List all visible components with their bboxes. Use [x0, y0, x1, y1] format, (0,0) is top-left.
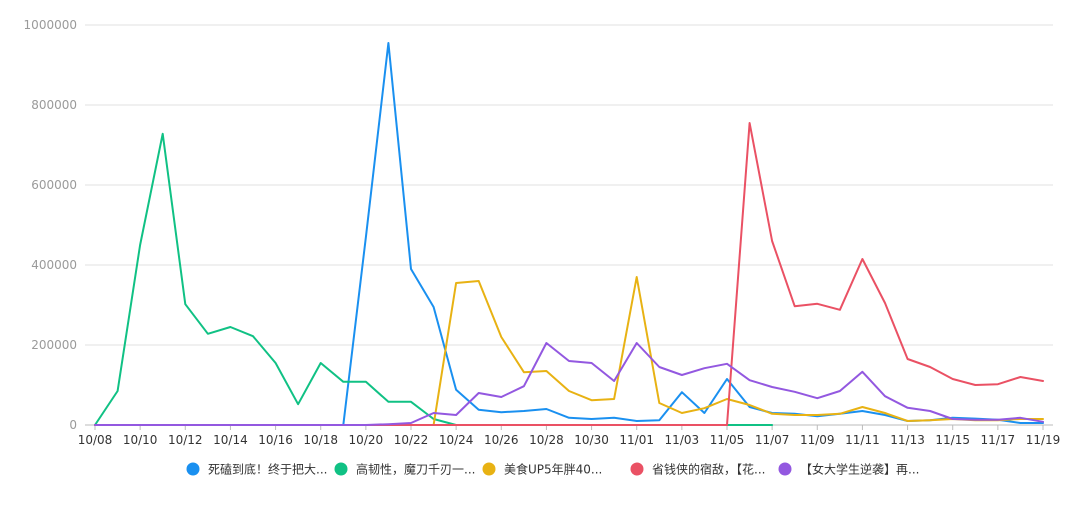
- legend-item-4[interactable]: 省钱侠的宿敌，【花...: [630, 462, 766, 477]
- series-line-1[interactable]: [94, 42, 1044, 426]
- legend[interactable]: 死磕到底！终于把大... 高韧性，魔刀千刃一... 美食UP5年胖40... 省钱侠的…: [186, 462, 920, 477]
- x-tick-label: 10/28: [529, 433, 564, 447]
- legend-item-3[interactable]: 美食UP5年胖40...: [482, 462, 603, 477]
- x-tick-label: 11/11: [845, 433, 880, 447]
- x-tick-label: 10/18: [303, 433, 338, 447]
- y-tick-label: 600000: [31, 178, 77, 192]
- y-tick-label: 1000000: [24, 18, 77, 32]
- series-lines: [94, 42, 1044, 426]
- x-tick-label: 10/22: [394, 433, 429, 447]
- x-tick-label: 10/08: [78, 433, 113, 447]
- y-tick-label: 0: [69, 418, 77, 432]
- legend-swatch: [334, 462, 348, 476]
- legend-item-5[interactable]: 【女大学生逆袭】再...: [778, 462, 920, 477]
- y-tick-label: 400000: [31, 258, 77, 272]
- legend-label: 【女大学生逆袭】再...: [800, 462, 919, 477]
- x-tick-label: 11/13: [890, 433, 925, 447]
- y-tick-label: 800000: [31, 98, 77, 112]
- x-tick-label: 11/15: [935, 433, 970, 447]
- y-tick-label: 200000: [31, 338, 77, 352]
- series-line-2[interactable]: [94, 132, 774, 426]
- series-line-5[interactable]: [94, 342, 1044, 426]
- legend-label: 高韧性，魔刀千刃一...: [356, 462, 475, 477]
- x-tick-label: 11/05: [710, 433, 745, 447]
- series-line-4[interactable]: [94, 122, 1044, 426]
- x-tick-label: 11/03: [665, 433, 700, 447]
- legend-item-1[interactable]: 死磕到底！终于把大...: [186, 462, 328, 477]
- legend-swatch: [630, 462, 644, 476]
- x-tick-label: 11/07: [755, 433, 790, 447]
- x-tick-label: 11/19: [1026, 433, 1061, 447]
- x-tick-label: 10/16: [258, 433, 293, 447]
- legend-label: 美食UP5年胖40...: [504, 462, 602, 477]
- x-axis: 10/08 10/10 10/12 10/14 10/16 10/18 10/20 10/22…: [78, 425, 1061, 447]
- x-tick-label: 10/12: [168, 433, 203, 447]
- legend-label: 死磕到底！终于把大...: [208, 462, 327, 477]
- legend-swatch: [186, 462, 200, 476]
- x-tick-label: 11/01: [619, 433, 654, 447]
- x-tick-label: 11/09: [800, 433, 835, 447]
- y-axis: 0 200000 400000 600000 800000 1000000: [24, 18, 77, 432]
- x-tick-label: 10/24: [439, 433, 474, 447]
- x-tick-label: 10/10: [123, 433, 158, 447]
- x-tick-label: 10/30: [574, 433, 609, 447]
- x-tick-label: 10/20: [349, 433, 384, 447]
- legend-swatch: [482, 462, 496, 476]
- x-tick-label: 10/26: [484, 433, 519, 447]
- legend-swatch: [778, 462, 792, 476]
- legend-item-2[interactable]: 高韧性，魔刀千刃一...: [334, 462, 476, 477]
- gridlines: [85, 24, 1053, 426]
- legend-label: 省钱侠的宿敌，【花...: [652, 462, 765, 477]
- x-tick-label: 11/17: [981, 433, 1016, 447]
- x-tick-label: 10/14: [213, 433, 248, 447]
- series-line-3[interactable]: [94, 276, 1044, 426]
